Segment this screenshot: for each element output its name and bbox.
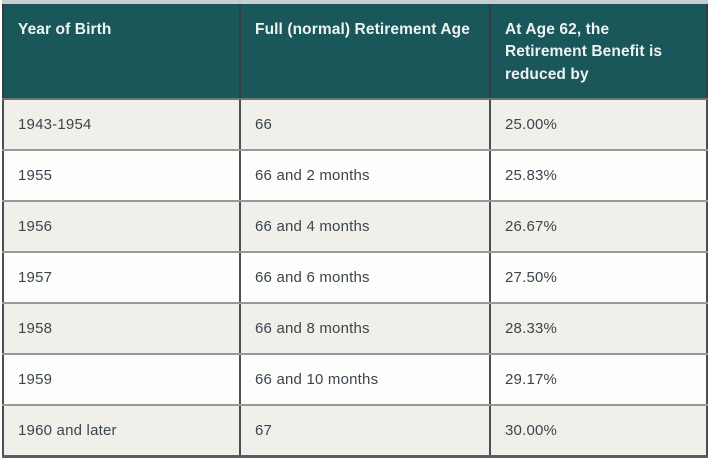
table-row: 1943-1954 66 25.00%	[2, 98, 708, 151]
table-cell-year: 1958	[2, 302, 241, 355]
table-cell-year: 1959	[2, 353, 241, 406]
retirement-age-table: Year of Birth Full (normal) Retirement A…	[2, 0, 708, 458]
table-cell-age: 66 and 10 months	[239, 353, 491, 406]
table-row: 1956 66 and 4 months 26.67%	[2, 200, 708, 253]
table-cell-age: 67	[239, 404, 491, 458]
column-header-benefit-reduction: At Age 62, the Retirement Benefit is red…	[489, 0, 708, 100]
header-row: Year of Birth Full (normal) Retirement A…	[2, 0, 708, 100]
table-row: 1955 66 and 2 months 25.83%	[2, 149, 708, 202]
table-cell-age: 66 and 4 months	[239, 200, 491, 253]
table-cell-age: 66 and 8 months	[239, 302, 491, 355]
table-cell-reduction: 25.83%	[489, 149, 708, 202]
table-cell-age: 66	[239, 98, 491, 151]
table-cell-age: 66 and 6 months	[239, 251, 491, 304]
column-header-year-of-birth: Year of Birth	[2, 0, 241, 100]
table-row: 1960 and later 67 30.00%	[2, 404, 708, 458]
table-row: 1957 66 and 6 months 27.50%	[2, 251, 708, 304]
table-row: 1958 66 and 8 months 28.33%	[2, 302, 708, 355]
table-cell-age: 66 and 2 months	[239, 149, 491, 202]
table-cell-reduction: 28.33%	[489, 302, 708, 355]
table-cell-year: 1943-1954	[2, 98, 241, 151]
table-cell-year: 1955	[2, 149, 241, 202]
table-cell-reduction: 27.50%	[489, 251, 708, 304]
table-cell-reduction: 29.17%	[489, 353, 708, 406]
table-cell-year: 1960 and later	[2, 404, 241, 458]
table-cell-year: 1956	[2, 200, 241, 253]
column-header-full-retirement-age: Full (normal) Retirement Age	[239, 0, 491, 100]
table-row: 1959 66 and 10 months 29.17%	[2, 353, 708, 406]
table-cell-reduction: 30.00%	[489, 404, 708, 458]
table-cell-reduction: 26.67%	[489, 200, 708, 253]
table-cell-year: 1957	[2, 251, 241, 304]
table-cell-reduction: 25.00%	[489, 98, 708, 151]
